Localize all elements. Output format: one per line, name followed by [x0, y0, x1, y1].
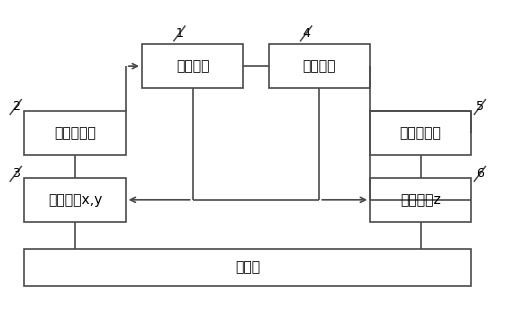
Text: 4: 4 — [302, 27, 311, 40]
Bar — [24, 178, 126, 222]
Text: 1: 1 — [176, 27, 184, 40]
Text: 6: 6 — [477, 167, 484, 180]
Text: 2: 2 — [12, 100, 20, 113]
Bar — [142, 44, 244, 88]
Text: 电源模块: 电源模块 — [302, 59, 336, 73]
Bar — [24, 249, 472, 286]
Bar — [370, 111, 472, 155]
Text: 5: 5 — [477, 100, 484, 113]
Text: 主控制器: 主控制器 — [176, 59, 209, 73]
Text: 步进电机z: 步进电机z — [400, 193, 441, 207]
Text: 电流继电器: 电流继电器 — [400, 126, 442, 140]
Bar — [24, 111, 126, 155]
Text: 旋转编码器: 旋转编码器 — [54, 126, 96, 140]
Text: 橘胶树: 橘胶树 — [235, 260, 261, 274]
Text: 3: 3 — [12, 167, 20, 180]
Text: 步进电机x,y: 步进电机x,y — [48, 193, 102, 207]
Bar — [269, 44, 370, 88]
Bar — [370, 178, 472, 222]
